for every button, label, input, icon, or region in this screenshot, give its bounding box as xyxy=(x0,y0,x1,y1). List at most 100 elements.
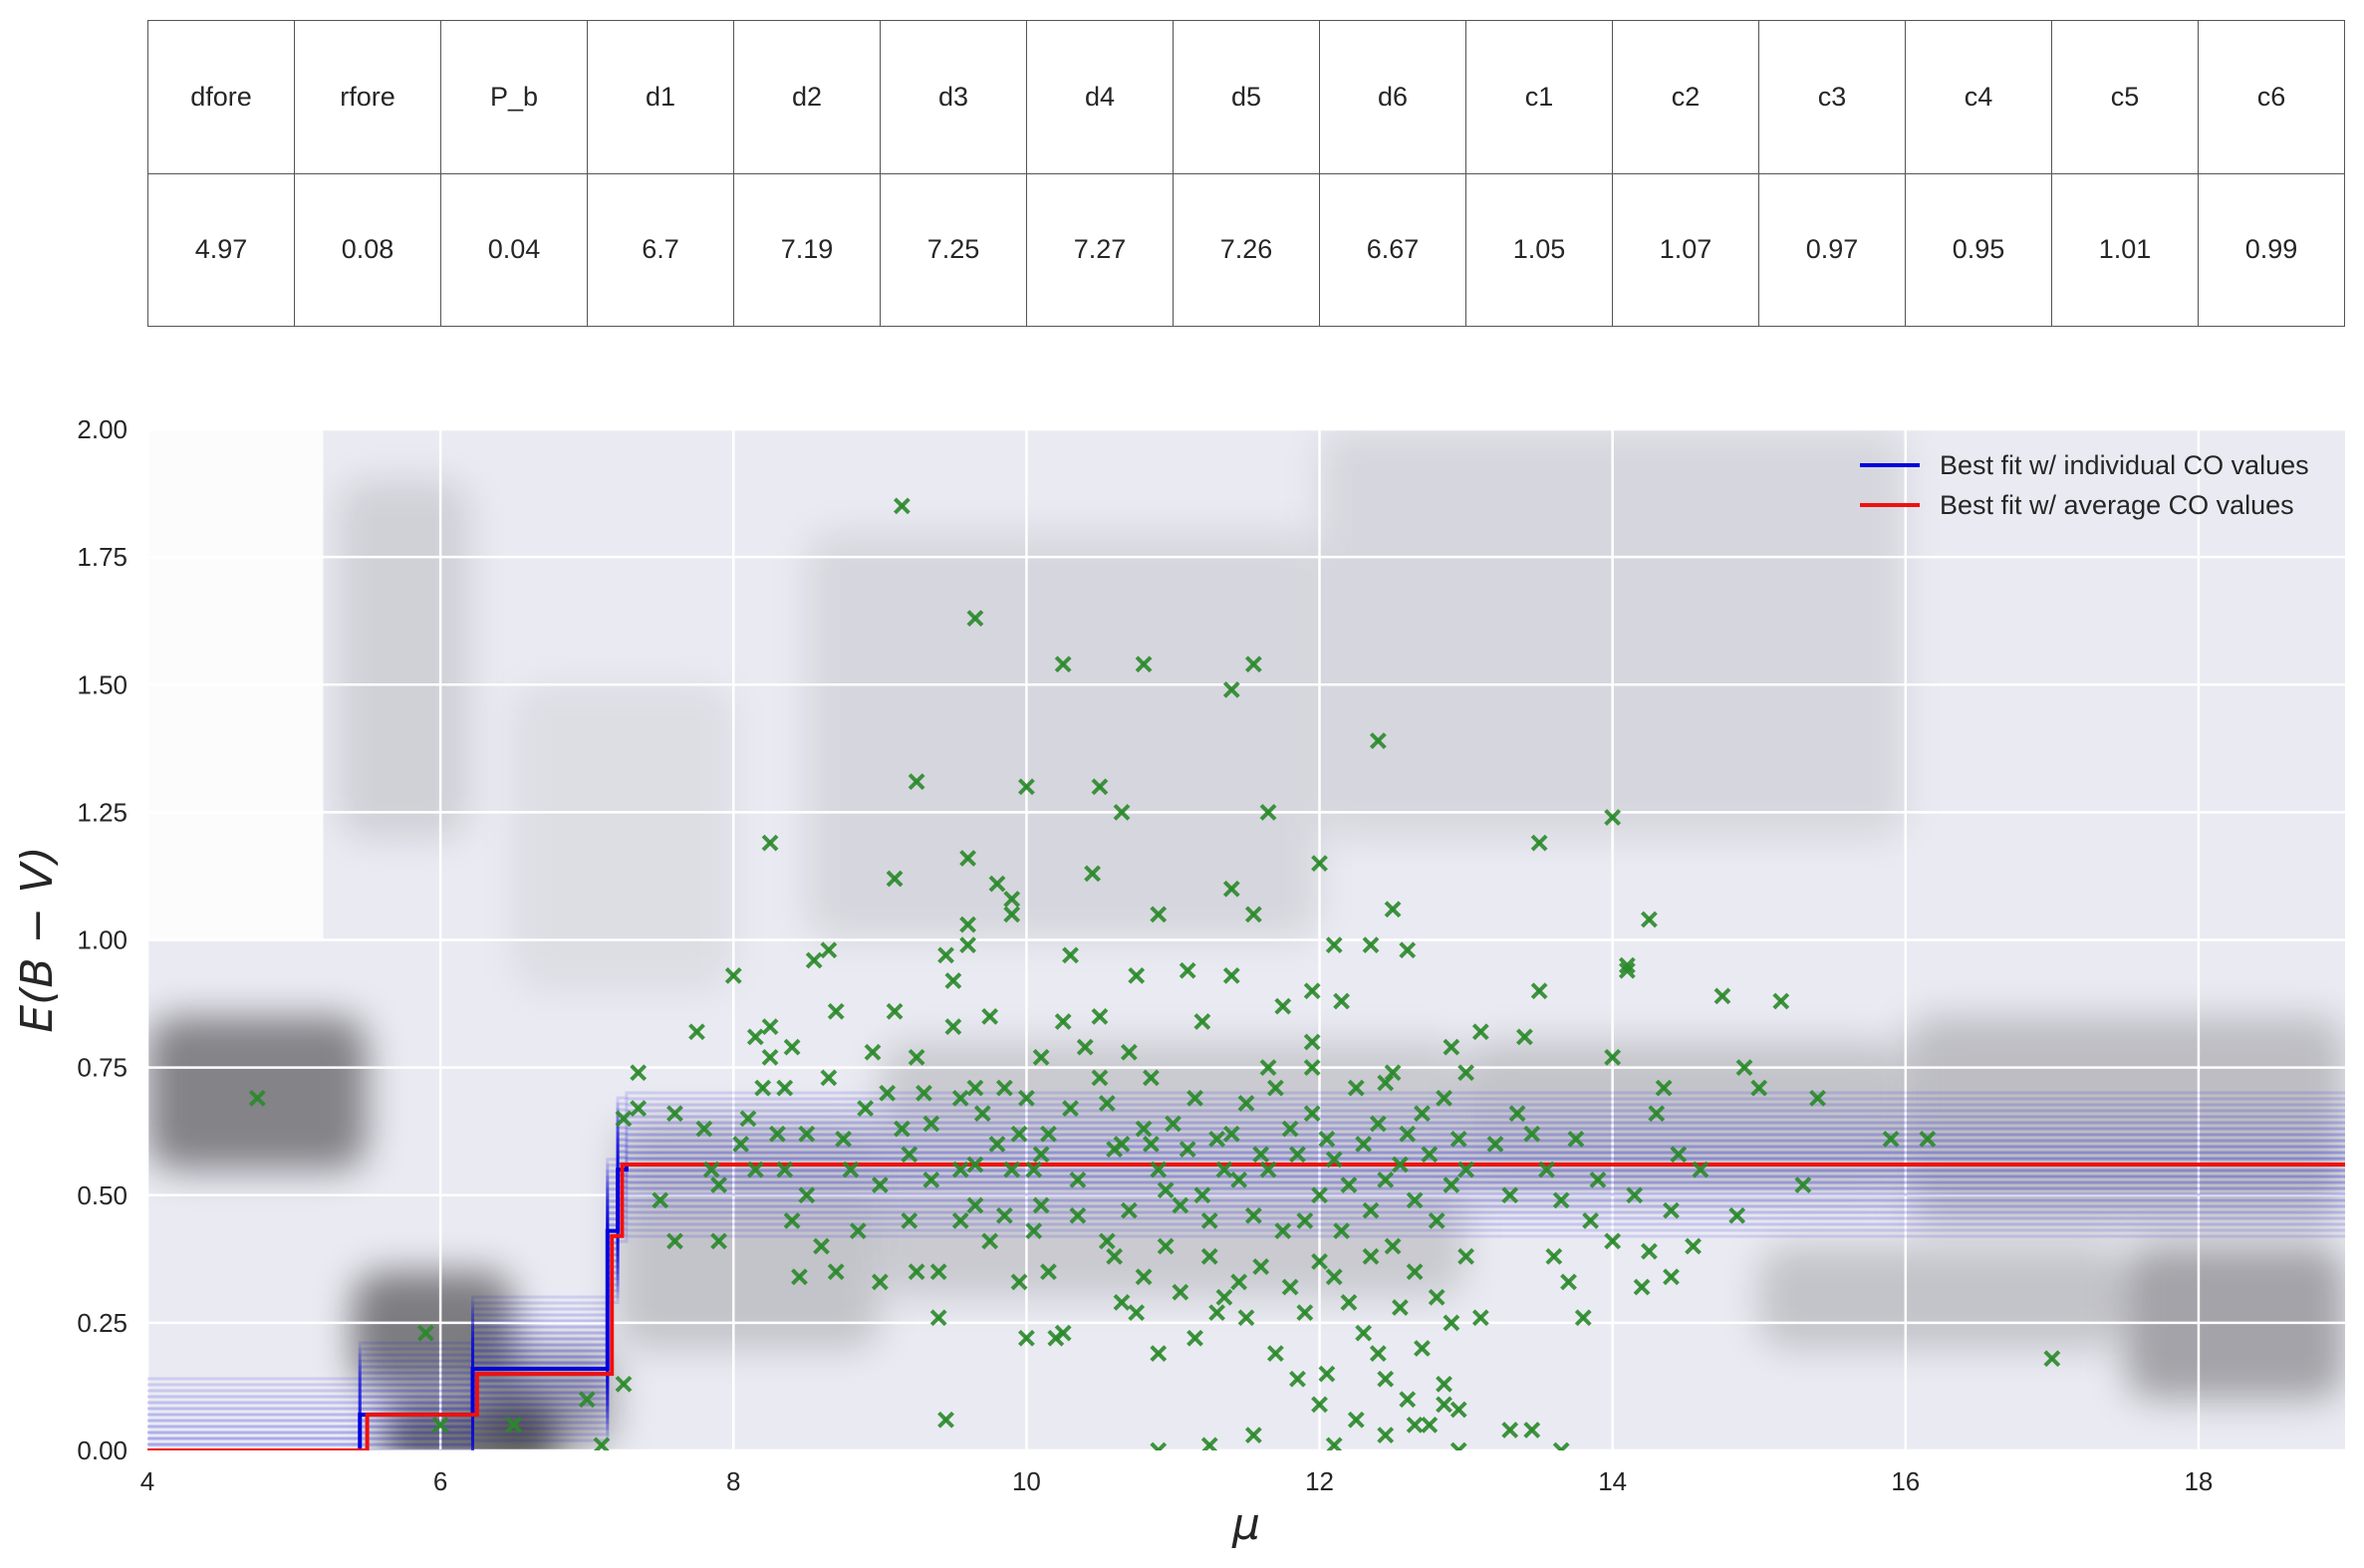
star-marker xyxy=(1436,1375,1452,1393)
legend-label: Best fit w/ average CO values xyxy=(1940,490,2294,520)
table-value-cell: 1.07 xyxy=(1612,172,1759,327)
star-marker xyxy=(1735,1059,1753,1077)
table-header-cell: d2 xyxy=(733,20,881,174)
star-marker xyxy=(1523,1422,1541,1438)
star-marker xyxy=(929,1309,947,1327)
star-marker xyxy=(1809,1089,1826,1107)
star-marker xyxy=(1135,1268,1153,1286)
star-marker xyxy=(820,1069,838,1087)
star-marker xyxy=(761,1018,779,1036)
star-marker xyxy=(1384,901,1402,918)
star-marker xyxy=(1040,1125,1057,1143)
star-marker xyxy=(1200,1437,1218,1450)
star-marker xyxy=(1582,1211,1600,1229)
star-marker xyxy=(959,850,976,867)
star-marker xyxy=(1062,946,1079,964)
star-marker xyxy=(959,936,976,954)
star-marker xyxy=(1406,1263,1424,1281)
star-marker xyxy=(871,1273,889,1291)
star-marker xyxy=(1399,941,1417,959)
star-marker xyxy=(1384,1237,1402,1255)
star-marker xyxy=(1303,1033,1321,1051)
star-marker xyxy=(1355,1324,1373,1342)
star-marker xyxy=(864,1043,882,1061)
star-marker xyxy=(1421,1416,1439,1434)
star-marker xyxy=(1523,1125,1541,1143)
star-marker xyxy=(1882,1130,1900,1148)
star-marker xyxy=(1618,956,1636,974)
star-marker xyxy=(1259,803,1277,821)
star-marker xyxy=(724,966,742,984)
star-marker xyxy=(1443,1038,1460,1056)
density-region xyxy=(338,480,470,838)
star-marker xyxy=(1237,1309,1255,1327)
star-marker xyxy=(1333,1222,1351,1240)
star-marker xyxy=(1311,1186,1328,1204)
star-marker xyxy=(1259,1161,1277,1178)
star-marker xyxy=(1274,997,1292,1015)
star-marker xyxy=(1296,1211,1314,1229)
star-marker xyxy=(908,1048,925,1066)
star-marker xyxy=(1222,966,1240,984)
star-marker xyxy=(1685,1237,1702,1255)
x-tick-label: 10 xyxy=(1012,1466,1041,1496)
star-marker xyxy=(417,1324,434,1342)
star-marker xyxy=(951,1161,969,1178)
star-marker xyxy=(1530,834,1548,852)
table-value-cell: 0.95 xyxy=(1905,172,2052,327)
star-marker xyxy=(1604,1048,1622,1066)
star-marker xyxy=(666,1232,683,1250)
star-marker xyxy=(776,1161,794,1178)
star-marker xyxy=(1157,1181,1175,1199)
star-marker xyxy=(1340,1293,1358,1311)
star-marker xyxy=(1237,1095,1255,1112)
star-marker xyxy=(1259,1059,1277,1077)
star-marker xyxy=(1399,1391,1417,1409)
star-marker xyxy=(1471,1309,1489,1327)
star-marker xyxy=(886,870,904,888)
table-header-cell: d5 xyxy=(1173,20,1320,174)
star-marker xyxy=(1186,1089,1203,1107)
star-marker xyxy=(922,1171,940,1188)
star-marker xyxy=(1062,1100,1079,1118)
table-value-cell: 0.08 xyxy=(294,172,441,327)
star-marker xyxy=(1436,1089,1452,1107)
star-marker xyxy=(1618,961,1636,979)
star-marker xyxy=(995,1079,1013,1097)
star-marker xyxy=(886,1002,904,1020)
star-marker xyxy=(1750,1079,1768,1097)
density-region xyxy=(382,1399,558,1450)
star-marker xyxy=(1560,1273,1577,1291)
average-fit-line xyxy=(147,1163,2345,1450)
star-marker xyxy=(1501,1186,1519,1204)
star-marker xyxy=(1054,1324,1072,1342)
star-marker xyxy=(901,1211,919,1229)
star-marker xyxy=(922,1115,940,1133)
x-axis-label: μ xyxy=(1231,1499,1260,1550)
star-marker xyxy=(1010,1125,1028,1143)
table-header-cell: c2 xyxy=(1612,20,1759,174)
x-tick-label: 16 xyxy=(1891,1466,1920,1496)
star-marker xyxy=(1648,1105,1666,1123)
star-marker xyxy=(1399,1125,1417,1143)
star-marker xyxy=(1091,778,1109,796)
table-value-cell: 7.26 xyxy=(1173,172,1320,327)
x-tick-labels: 4 6 8 10 12 14 16 18 xyxy=(140,1466,2214,1496)
star-marker xyxy=(1508,1105,1526,1123)
table-value-cell: 7.19 xyxy=(733,172,881,327)
star-marker xyxy=(1135,655,1153,673)
star-marker xyxy=(1574,1309,1592,1327)
table-value-cell: 1.01 xyxy=(2051,172,2199,327)
star-marker xyxy=(1457,1064,1475,1082)
star-marker xyxy=(1641,911,1658,928)
table-value-row: 4.97 0.08 0.04 6.7 7.19 7.25 7.27 7.26 6.67 1.05 1… xyxy=(147,172,2345,327)
star-marker xyxy=(1091,1007,1109,1025)
star-marker xyxy=(761,1048,779,1066)
table-header-cell: d6 xyxy=(1319,20,1466,174)
table-header-cell: rfore xyxy=(294,20,441,174)
star-marker xyxy=(1003,1161,1021,1178)
fit-lines xyxy=(147,1163,2345,1450)
star-marker xyxy=(988,875,1006,893)
star-marker xyxy=(1172,1196,1189,1214)
star-marker xyxy=(1626,1186,1644,1204)
